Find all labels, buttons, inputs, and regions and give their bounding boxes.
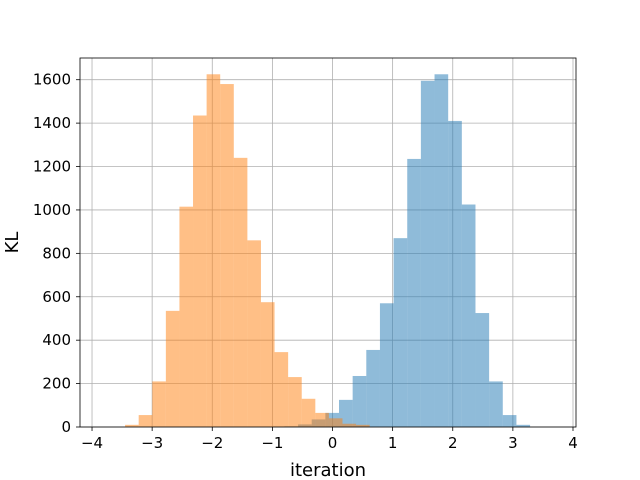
grid-lines	[80, 58, 576, 428]
histogram-bar-series-2	[165, 310, 180, 427]
x-tick-label: 1	[388, 434, 398, 452]
histogram-bar-series-1	[407, 158, 421, 427]
histogram-bar-series-1	[448, 120, 462, 428]
x-tick-label: 2	[448, 434, 458, 452]
histogram-bar-series-2	[274, 352, 289, 427]
y-tick-label: 0	[61, 418, 71, 436]
y-tick-label: 1200	[33, 158, 71, 176]
histogram-bar-series-1	[420, 80, 435, 428]
x-axis-label: iteration	[290, 460, 366, 480]
histogram-bar-series-2	[220, 84, 234, 427]
histogram-bar-series-2	[288, 377, 302, 427]
histogram-bar-series-1	[502, 415, 517, 427]
plot-frame	[79, 57, 577, 428]
histogram-bars	[125, 74, 531, 428]
y-tick-label: 600	[42, 288, 71, 306]
histogram-bar-series-1	[366, 349, 380, 427]
x-tick-label: 4	[568, 434, 578, 452]
histogram-bar-series-1	[434, 74, 449, 427]
histogram-bar-series-2	[328, 418, 343, 427]
histogram-bar-series-2	[260, 302, 275, 427]
histogram-bar-series-2	[193, 115, 207, 427]
histogram-bar-series-2	[356, 424, 370, 427]
histogram-bar-series-1	[352, 375, 367, 427]
histogram-bar-series-2	[301, 398, 316, 427]
histogram-bar-series-2	[138, 415, 153, 427]
y-tick-label: 1400	[33, 114, 71, 132]
histogram-bar-series-2	[247, 240, 261, 427]
x-tick-label: 0	[328, 434, 338, 452]
histogram-bar-series-1	[393, 238, 408, 427]
x-tick-label: −1	[261, 434, 283, 452]
histogram-bar-series-2	[315, 412, 329, 427]
histogram-bar-series-2	[342, 423, 357, 427]
histogram-bar-series-2	[152, 381, 166, 427]
y-tick-label: 1000	[33, 201, 71, 219]
x-tick-label: −2	[201, 434, 223, 452]
axes: −4 −3 −2 −1 0 1 2 3 4 0 200 400 600 800 1000 1200 1400 16…	[33, 57, 578, 452]
histogram-bar-series-1	[516, 424, 531, 427]
histogram-bar-series-1	[379, 303, 394, 427]
histogram-bar-series-2	[125, 424, 139, 427]
y-tick-label: 800	[42, 244, 71, 262]
x-tick-label: −4	[81, 434, 103, 452]
y-tick-label: 200	[42, 375, 71, 393]
x-tick-label: 3	[508, 434, 518, 452]
histogram-bar-series-1	[475, 313, 490, 427]
histogram-bar-series-1	[461, 204, 476, 427]
histogram-bar-series-1	[489, 381, 503, 427]
y-tick-label: 400	[42, 331, 71, 349]
x-tick-label: −3	[141, 434, 163, 452]
y-tick-label: 1600	[33, 71, 71, 89]
histogram-bar-series-2	[206, 74, 221, 427]
y-axis-label: KL	[2, 232, 23, 254]
histogram-bar-series-2	[179, 206, 194, 427]
histogram-bar-series-2	[233, 157, 248, 428]
